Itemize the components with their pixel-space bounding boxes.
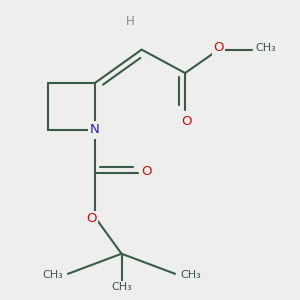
Text: CH₃: CH₃ xyxy=(111,282,132,292)
Text: CH₃: CH₃ xyxy=(255,43,276,53)
Text: O: O xyxy=(86,212,97,225)
Text: N: N xyxy=(90,123,100,136)
Text: CH₃: CH₃ xyxy=(180,271,201,281)
Text: O: O xyxy=(213,41,224,54)
Text: CH₃: CH₃ xyxy=(42,271,63,281)
Text: O: O xyxy=(142,165,152,178)
Text: H: H xyxy=(125,15,134,28)
Text: O: O xyxy=(182,115,192,128)
